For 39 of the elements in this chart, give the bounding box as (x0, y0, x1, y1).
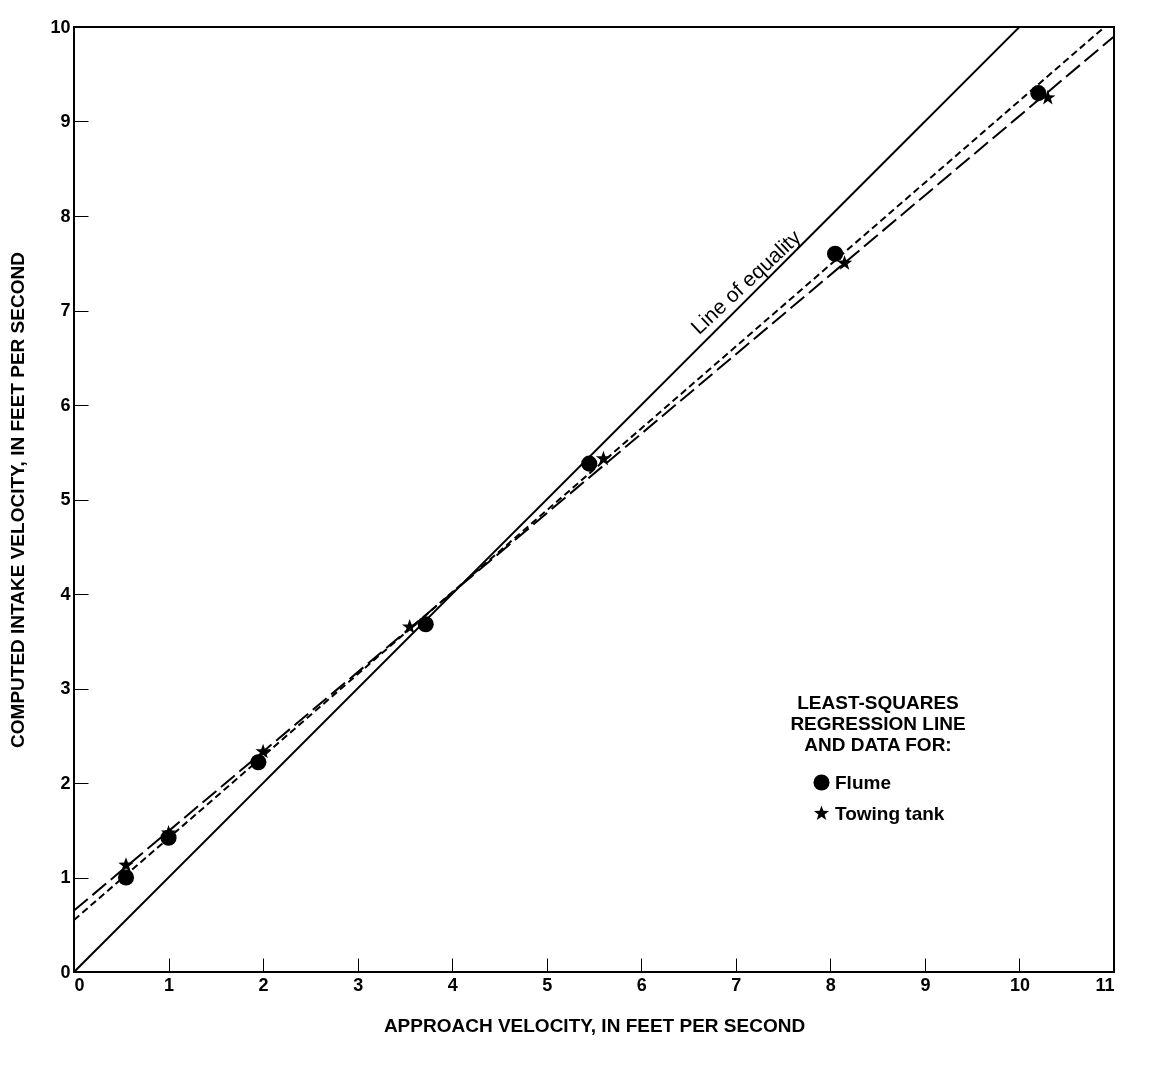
y-tick-label: 1 (60, 867, 71, 887)
point (836, 255, 853, 270)
y-tick-label: 6 (60, 394, 71, 415)
x-tick-label: 10 (1009, 974, 1030, 995)
point (118, 857, 134, 872)
legend-label: Towing tank (835, 802, 945, 824)
y-tick-label: 10 (50, 16, 71, 37)
point (255, 743, 271, 759)
y-tick-label: 2 (60, 772, 71, 793)
y-tick-label: 5 (60, 489, 71, 509)
legend-label: Flume (835, 771, 891, 793)
point (595, 450, 612, 466)
y-tick-label: 8 (60, 205, 71, 226)
x-axis-title: APPROACH VELOCITY, IN FEET PER SECOND (383, 1014, 806, 1036)
x-tick-label: 7 (731, 974, 742, 995)
y-tick-label: 9 (60, 111, 71, 131)
x-tick-label: 11 (1095, 974, 1115, 995)
x-tick-label: 6 (636, 974, 647, 995)
x-tick-label: 0 (74, 974, 85, 995)
point (117, 869, 135, 886)
point (417, 616, 434, 633)
legend-title: LEAST-SQUARES REGRESSION LINE AND DATA FOR: (790, 692, 966, 755)
x-tick-label: 2 (258, 974, 269, 995)
point (827, 245, 844, 262)
x-tick-label: 5 (542, 974, 553, 995)
y-tick-label: 3 (60, 678, 71, 698)
x-tick-label: 9 (920, 974, 931, 995)
point (401, 619, 418, 634)
y-tick-label: 0 (60, 961, 71, 982)
x-tick-label: 1 (164, 974, 175, 995)
point (581, 455, 598, 472)
x-tick-label: 3 (353, 974, 364, 995)
point (1030, 85, 1047, 102)
y-tick-label: 4 (60, 583, 71, 604)
point (250, 754, 267, 771)
y-tick-label: 7 (60, 300, 71, 320)
y-axis-title: COMPUTED INTAKE VELOCITY, IN FEET PER SECOND (7, 252, 29, 748)
x-tick-label: 8 (825, 974, 836, 995)
x-tick-label: 4 (447, 974, 458, 995)
